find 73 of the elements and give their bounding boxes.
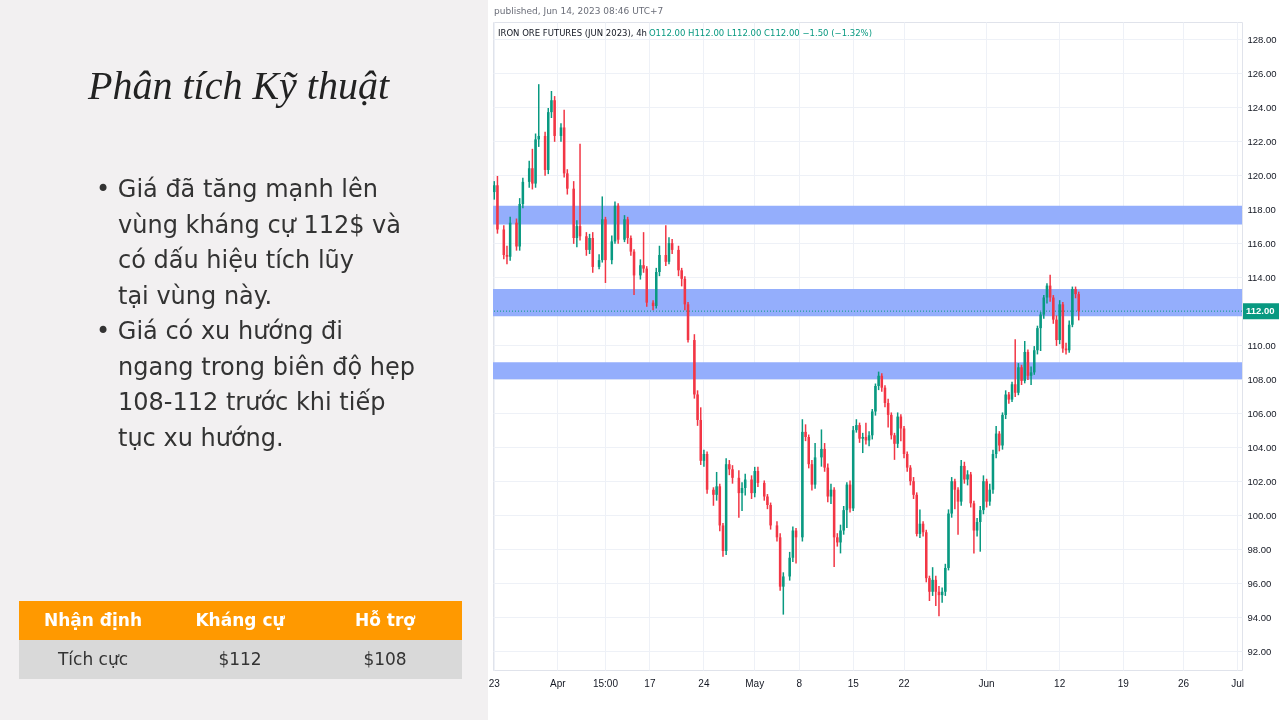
candlestick — [531, 148, 534, 190]
y-tick-label: 96.00 — [1247, 577, 1272, 589]
x-tick-label: 15 — [847, 677, 860, 689]
x-tick-label: 12 — [1054, 677, 1066, 689]
text: published, Jun 14, 2023 08:46 UTC+7 — [494, 6, 664, 16]
text: IRON ORE FUTURES (JUN 2023), 4h — [498, 28, 647, 38]
candlestick — [639, 259, 642, 280]
y-tick-label: 92.00 — [1247, 645, 1272, 657]
candlestick — [715, 471, 718, 501]
x-tick-label: Jun — [978, 677, 995, 689]
text: $112 — [218, 649, 262, 669]
candlestick — [585, 232, 588, 256]
text: Hỗ trợ — [354, 608, 417, 630]
candlestick — [604, 216, 607, 283]
candlestick — [966, 470, 969, 486]
y-tick-label: 102.00 — [1247, 475, 1277, 487]
candlestick — [1077, 291, 1080, 321]
text: Phân tích Kỹ thuật — [87, 63, 390, 108]
y-tick-label: 104.00 — [1247, 441, 1277, 453]
candlestick — [858, 422, 861, 443]
y-tick-label: 100.00 — [1247, 509, 1277, 521]
candlestick — [588, 233, 591, 255]
text: Nhận định — [43, 609, 143, 630]
candlestick — [931, 567, 934, 596]
y-tick-label: 108.00 — [1247, 373, 1277, 385]
candlestick — [861, 432, 865, 454]
text: • Giá đã tăng mạnh lên vùng kháng cự 112$ và có dấu hiệu tích lũy tại vùng này. — [96, 175, 402, 310]
candlestick — [782, 572, 785, 615]
x-tick-label: May — [745, 677, 765, 689]
y-tick-label: 116.00 — [1247, 237, 1276, 249]
candlestick — [753, 466, 757, 498]
candlestick — [1020, 364, 1023, 386]
y-tick-label: 120.00 — [1247, 169, 1277, 181]
candlestick — [963, 461, 966, 484]
candlestick — [896, 412, 899, 448]
x-tick-label: 22 — [898, 677, 911, 689]
text: Tích cực — [56, 649, 129, 669]
y-tick-label: 94.00 — [1247, 611, 1272, 623]
y-tick-label: 126.00 — [1247, 67, 1277, 79]
y-tick-label: 110.00 — [1247, 339, 1276, 351]
y-tick-label: 128.00 — [1247, 33, 1277, 45]
candlestick — [712, 487, 715, 506]
x-tick-label: Apr — [550, 677, 567, 689]
x-tick-label: 26 — [1177, 677, 1190, 689]
x-tick-label: 23 — [488, 677, 501, 689]
ref-line-label: 112.00 — [1246, 305, 1275, 317]
y-tick-label: 106.00 — [1247, 407, 1277, 419]
candlestick — [572, 181, 575, 244]
x-tick-label: 24 — [698, 677, 710, 689]
x-tick-label: 8 — [796, 677, 803, 689]
text: • Giá có xu hướng đi ngang trong biên độ hẹp 108-112 trước khi tiếp tục xu hướng. — [96, 317, 415, 452]
text: Kháng cự — [195, 609, 286, 630]
y-tick-label: 114.00 — [1247, 271, 1276, 283]
candlestick — [496, 176, 499, 234]
candlestick — [1017, 363, 1020, 396]
x-tick-label: 15:00 — [592, 677, 619, 689]
candlestick — [801, 419, 804, 542]
text: O112.00 H112.00 L112.00 C112.00 −1.50 (−1.32%) — [648, 28, 872, 38]
y-tick-label: 118.00 — [1247, 203, 1276, 215]
candlestick — [820, 429, 823, 467]
candlestick — [515, 218, 518, 251]
candlestick — [553, 96, 556, 142]
candlestick — [998, 431, 1001, 452]
candlestick — [750, 475, 753, 499]
x-tick-label: 19 — [1117, 677, 1130, 689]
text: $108 — [363, 649, 407, 669]
candlestick — [623, 215, 626, 243]
candlestick — [985, 478, 988, 508]
y-tick-label: 98.00 — [1247, 543, 1272, 555]
x-tick-label: 17 — [644, 677, 656, 689]
y-tick-label: 124.00 — [1247, 101, 1277, 113]
y-tick-label: 122.00 — [1247, 135, 1277, 147]
x-tick-label: Jul — [1231, 677, 1244, 689]
